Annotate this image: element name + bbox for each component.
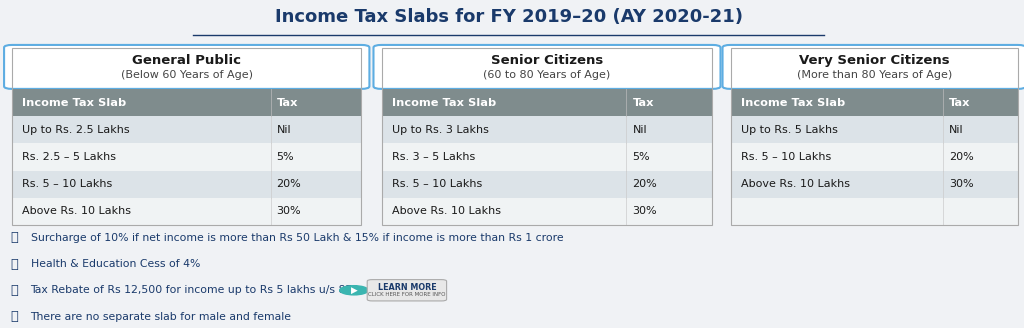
Bar [731, 198, 1018, 225]
Text: 20%: 20% [633, 179, 657, 189]
Text: Tax: Tax [949, 97, 971, 108]
Bar [12, 116, 361, 143]
Text: Nil: Nil [633, 125, 647, 135]
Bar [12, 143, 361, 171]
Circle shape [340, 286, 369, 295]
Bar [382, 171, 713, 198]
Text: Tax Rebate of Rs 12,500 for income up to Rs 5 lakhs u/s 87A: Tax Rebate of Rs 12,500 for income up to… [31, 285, 360, 295]
Bar [731, 48, 1018, 225]
Text: Rs. 2.5 – 5 Lakhs: Rs. 2.5 – 5 Lakhs [23, 152, 117, 162]
Text: Up to Rs. 3 Lakhs: Up to Rs. 3 Lakhs [392, 125, 488, 135]
Bar [382, 48, 713, 225]
Text: Above Rs. 10 Lakhs: Above Rs. 10 Lakhs [23, 206, 131, 216]
FancyBboxPatch shape [368, 279, 446, 301]
Bar [382, 143, 713, 171]
Text: Senior Citizens: Senior Citizens [490, 54, 603, 67]
Text: Income Tax Slabs for FY 2019–20 (AY 2020-21): Income Tax Slabs for FY 2019–20 (AY 2020… [274, 8, 742, 26]
FancyBboxPatch shape [723, 45, 1024, 89]
Text: 5%: 5% [633, 152, 650, 162]
Text: CLICK HERE FOR MORE INFO: CLICK HERE FOR MORE INFO [369, 292, 445, 297]
Text: Income Tax Slab: Income Tax Slab [740, 97, 845, 108]
Text: 20%: 20% [276, 179, 301, 189]
Bar [12, 171, 361, 198]
Text: Above Rs. 10 Lakhs: Above Rs. 10 Lakhs [392, 206, 501, 216]
Text: (More than 80 Years of Age): (More than 80 Years of Age) [797, 70, 951, 80]
Text: ⤵: ⤵ [10, 310, 18, 323]
Text: Rs. 5 – 10 Lakhs: Rs. 5 – 10 Lakhs [740, 152, 831, 162]
Text: 30%: 30% [949, 179, 974, 189]
Text: Tax: Tax [633, 97, 654, 108]
Text: There are no separate slab for male and female: There are no separate slab for male and … [31, 312, 292, 321]
FancyBboxPatch shape [374, 45, 721, 89]
Bar [731, 171, 1018, 198]
Text: ▶: ▶ [350, 286, 357, 295]
Text: 30%: 30% [633, 206, 657, 216]
Text: 5%: 5% [276, 152, 294, 162]
FancyBboxPatch shape [4, 45, 370, 89]
Text: Rs. 5 – 10 Lakhs: Rs. 5 – 10 Lakhs [392, 179, 482, 189]
Bar [382, 116, 713, 143]
Text: (60 to 80 Years of Age): (60 to 80 Years of Age) [483, 70, 610, 80]
Text: General Public: General Public [132, 54, 242, 67]
Text: Rs. 5 – 10 Lakhs: Rs. 5 – 10 Lakhs [23, 179, 113, 189]
Text: (Below 60 Years of Age): (Below 60 Years of Age) [121, 70, 253, 80]
Text: ⤵: ⤵ [10, 257, 18, 271]
Bar [382, 198, 713, 225]
Bar [731, 143, 1018, 171]
Bar [12, 198, 361, 225]
Text: 20%: 20% [949, 152, 974, 162]
Text: Income Tax Slab: Income Tax Slab [23, 97, 127, 108]
Bar [382, 89, 713, 116]
Text: Income Tax Slab: Income Tax Slab [392, 97, 496, 108]
Bar [12, 89, 361, 116]
Text: Tax: Tax [276, 97, 298, 108]
Text: ⤵: ⤵ [10, 284, 18, 297]
Text: Surcharge of 10% if net income is more than Rs 50 Lakh & 15% if income is more t: Surcharge of 10% if net income is more t… [31, 233, 563, 243]
Text: Nil: Nil [949, 125, 964, 135]
Text: Rs. 3 – 5 Lakhs: Rs. 3 – 5 Lakhs [392, 152, 475, 162]
Text: Very Senior Citizens: Very Senior Citizens [799, 54, 949, 67]
Bar [12, 48, 361, 225]
Text: Health & Education Cess of 4%: Health & Education Cess of 4% [31, 259, 200, 269]
Text: 30%: 30% [276, 206, 301, 216]
Text: Up to Rs. 2.5 Lakhs: Up to Rs. 2.5 Lakhs [23, 125, 130, 135]
Text: Nil: Nil [276, 125, 291, 135]
Text: Up to Rs. 5 Lakhs: Up to Rs. 5 Lakhs [740, 125, 838, 135]
Text: ⤵: ⤵ [10, 231, 18, 244]
Text: Above Rs. 10 Lakhs: Above Rs. 10 Lakhs [740, 179, 850, 189]
Bar [731, 89, 1018, 116]
Bar [731, 116, 1018, 143]
Text: LEARN MORE: LEARN MORE [378, 282, 436, 292]
